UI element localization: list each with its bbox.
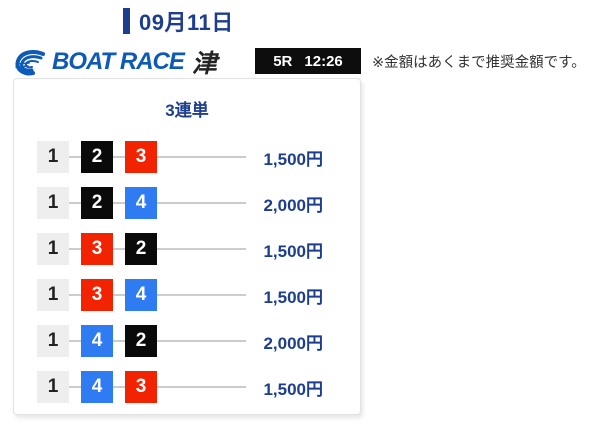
race-number: 5R — [273, 52, 293, 70]
brand-logo: BOAT RACE 津 — [13, 44, 217, 80]
racer-number-square: 1 — [37, 279, 69, 311]
racer-number-square: 1 — [37, 141, 69, 173]
racer-number-square: 1 — [37, 371, 69, 403]
date-header: 09月11日 — [123, 5, 234, 37]
racer-number-square: 3 — [81, 279, 113, 311]
connector-line — [69, 248, 81, 250]
bet-rows: 1 2 3 1,500円 1 2 4 2,000円 1 3 2 1,500円 1 3 4 1,500円 1 4 2 2… — [14, 141, 360, 403]
racer-number-square: 2 — [125, 325, 157, 357]
leader-line — [157, 248, 246, 250]
racer-number-square: 2 — [81, 141, 113, 173]
brand-venue: 津 — [191, 50, 217, 78]
racer-number-square: 3 — [125, 371, 157, 403]
leader-line — [157, 202, 246, 204]
connector-line — [113, 248, 125, 250]
bet-amount: 1,500円 — [263, 149, 323, 169]
racer-number-square: 4 — [81, 371, 113, 403]
connector-line — [113, 340, 125, 342]
racer-number-square: 1 — [37, 325, 69, 357]
bet-amount: 1,500円 — [263, 379, 323, 399]
connector-line — [113, 202, 125, 204]
bet-amount: 2,000円 — [263, 333, 323, 353]
bet-row: 1 2 3 1,500円 — [14, 141, 360, 173]
connector-line — [69, 294, 81, 296]
bet-row: 1 2 4 2,000円 — [14, 187, 360, 219]
race-badge: 5R 12:26 — [255, 48, 361, 74]
racer-number-square: 3 — [81, 233, 113, 265]
date-accent-bar — [123, 8, 130, 34]
bet-amount: 2,000円 — [263, 195, 323, 215]
racer-number-square: 3 — [125, 141, 157, 173]
connector-line — [69, 340, 81, 342]
bet-row: 1 3 4 1,500円 — [14, 279, 360, 311]
connector-line — [113, 386, 125, 388]
racer-number-square: 1 — [37, 233, 69, 265]
leader-line — [157, 386, 246, 388]
bet-recommendation-card: 3連単 1 2 3 1,500円 1 2 4 2,000円 1 3 2 1,500円 1 3 4 1,500円… — [13, 78, 361, 415]
racer-number-square: 1 — [37, 187, 69, 219]
bet-row: 1 4 3 1,500円 — [14, 371, 360, 403]
bet-amount: 1,500円 — [263, 241, 323, 261]
disclaimer-text: ※金額はあくまで推奨金額です。 — [372, 55, 586, 71]
bet-type-title: 3連単 — [165, 101, 209, 120]
leader-line — [157, 156, 246, 158]
racer-number-square: 4 — [125, 279, 157, 311]
leader-line — [157, 294, 246, 296]
boatrace-swirl-icon — [15, 50, 45, 76]
race-time: 12:26 — [304, 52, 343, 70]
connector-line — [69, 156, 81, 158]
connector-line — [113, 294, 125, 296]
racer-number-square: 2 — [81, 187, 113, 219]
bet-row: 1 4 2 2,000円 — [14, 325, 360, 357]
racer-number-square: 2 — [125, 233, 157, 265]
racer-number-square: 4 — [125, 187, 157, 219]
connector-line — [113, 156, 125, 158]
leader-line — [157, 340, 246, 342]
connector-line — [69, 202, 81, 204]
racer-number-square: 4 — [81, 325, 113, 357]
brand-name: BOAT RACE — [52, 48, 185, 75]
bet-row: 1 3 2 1,500円 — [14, 233, 360, 265]
connector-line — [69, 386, 81, 388]
date-label: 09月11日 — [139, 10, 234, 35]
bet-amount: 1,500円 — [263, 287, 323, 307]
